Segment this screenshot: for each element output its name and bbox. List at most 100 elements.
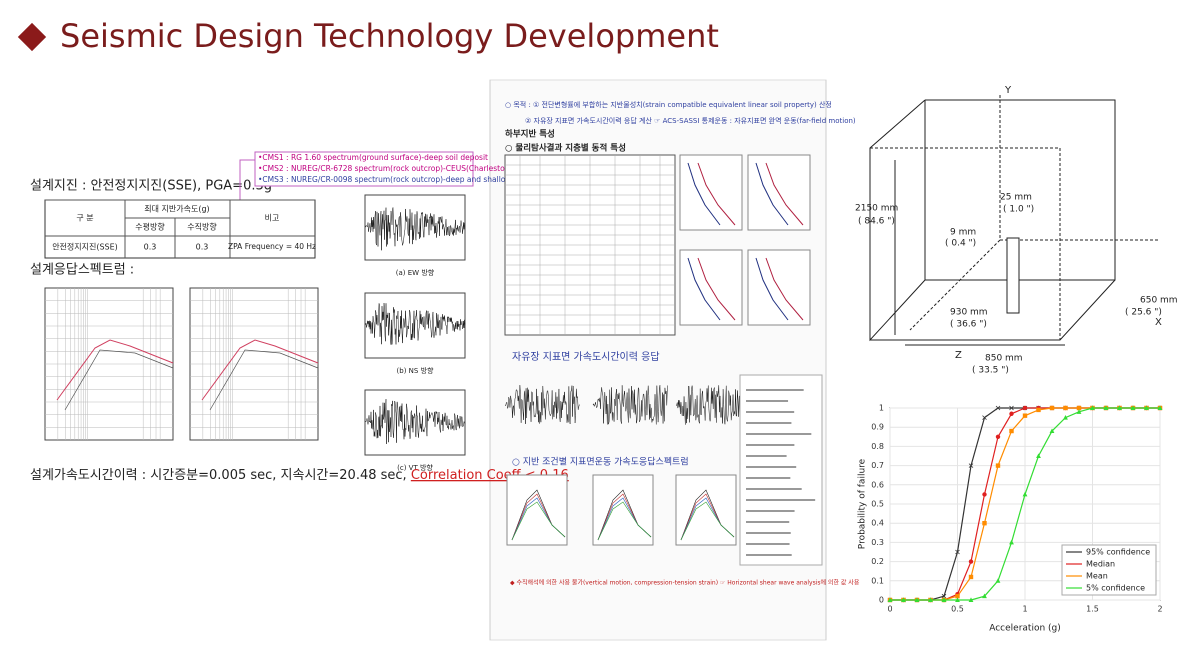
time-history [504, 385, 580, 425]
marker [955, 597, 960, 602]
text: ○ 목적 : ① 전단변형률에 부합하는 지반물성치(strain compat… [505, 100, 832, 109]
marker [1049, 405, 1055, 411]
spectrum-curve [201, 339, 319, 401]
text: 구 분 [76, 214, 93, 223]
marker [995, 434, 1001, 439]
spectrum-curve [56, 339, 174, 401]
marker [1022, 491, 1028, 497]
text: ( 0.4 ") [945, 239, 976, 249]
profile-curve [687, 257, 721, 321]
spectrum-curve [64, 349, 174, 411]
text: Y [1004, 85, 1012, 96]
seismogram-trace [364, 207, 466, 251]
cms-box [254, 151, 474, 187]
spectra-curve [511, 501, 566, 541]
marker [1009, 428, 1014, 434]
y-tick-label: 0.5 [871, 500, 884, 509]
spectrum-curve [209, 349, 319, 411]
time-history [675, 385, 751, 425]
spectra-plot [592, 474, 654, 546]
text: ( 36.6 ") [950, 320, 987, 330]
legend-label: Median [1086, 560, 1115, 569]
text: 930 mm [950, 308, 988, 318]
text: 자유장 지표면 가속도시간이력 응답 [512, 351, 660, 363]
profile-curve [765, 257, 804, 321]
spectra-plot [675, 474, 737, 546]
marker [995, 463, 1001, 468]
marker [1076, 405, 1082, 411]
marker [1063, 405, 1068, 411]
y-tick-label: 0.4 [871, 519, 884, 528]
text: 설계지진 : 안전정지지진(SSE), PGA=0.3g [30, 179, 272, 194]
x-tick-label: 1.5 [1086, 605, 1099, 614]
marker [1009, 411, 1014, 416]
text: 0.3 [144, 243, 157, 252]
text: 850 mm [985, 354, 1023, 364]
profile-curve [697, 162, 736, 226]
spectra-curve [597, 501, 652, 541]
text: ② 자유장 지표면 가속도시간이력 응답 계산 ☞ ACS-SASSI 통제운동… [525, 116, 856, 125]
y-tick-label: 0.3 [871, 538, 884, 547]
y-tick-label: 0.6 [871, 480, 884, 489]
text: ( 25.6 ") [1125, 308, 1162, 318]
marker [995, 578, 1001, 583]
marker [1036, 453, 1041, 458]
y-axis-label: Probability of failure [858, 458, 868, 549]
text: 9 mm [950, 228, 976, 238]
text: •CMS3 : NUREG/CR-0098 spectrum(rock outc… [258, 175, 531, 184]
y-tick-label: 0.1 [871, 576, 884, 585]
spectra-curve [680, 501, 735, 541]
marker [914, 597, 920, 602]
text: ( 33.5 ") [972, 366, 1009, 376]
legend-label: 95% confidence [1086, 548, 1150, 557]
time-history [592, 385, 668, 425]
text: Z [955, 350, 962, 361]
profile-plot [679, 154, 743, 231]
profile-curve [765, 162, 804, 226]
text: ( 1.0 ") [1003, 205, 1034, 215]
marker [968, 559, 974, 564]
text: •CMS1 : RG 1.60 spectrum(ground surface)… [258, 153, 488, 162]
marker [1036, 407, 1041, 413]
marker [941, 597, 947, 602]
profile-curve [697, 257, 736, 321]
text: 수평방향 [135, 222, 165, 232]
y-tick-label: 1 [879, 404, 884, 413]
marker [995, 405, 1001, 411]
y-tick-label: 0.2 [871, 557, 884, 566]
text: (c) VT 방향 [397, 463, 433, 472]
table-frame [44, 199, 316, 259]
x-tick-label: 1 [1022, 605, 1027, 614]
marker [1022, 405, 1028, 411]
text: 안전정지지진(SSE) [52, 242, 118, 252]
y-tick-label: 0 [879, 596, 884, 605]
text: 설계가속도시간이력 : 시간증분=0.005 sec, 지속시간=20.48 s… [30, 468, 569, 483]
text: X [1155, 317, 1162, 328]
text: •CMS2 : NUREG/CR-6728 spectrum(rock outc… [258, 164, 532, 173]
box-edge [869, 99, 926, 342]
text: 0.3 [196, 243, 209, 252]
text: 설계가속도시간이력 : 시간증분=0.005 sec, 지속시간=20.48 s… [30, 468, 411, 483]
marker [1130, 405, 1136, 410]
marker [1009, 405, 1014, 411]
profile-curve [687, 162, 721, 226]
title-bullet [17, 22, 47, 52]
text: ( 84.6 ") [858, 217, 895, 227]
text: ZPA Frequency = 40 Hz [228, 242, 316, 251]
marker [968, 463, 974, 468]
marker [982, 415, 987, 420]
text: 650 mm [1140, 296, 1178, 306]
marker [1049, 428, 1055, 434]
marker [941, 593, 947, 599]
marker [1076, 409, 1082, 414]
text: 설계응답스펙트럼 : [30, 263, 134, 278]
text: 2150 mm [855, 204, 898, 214]
legend-label: Mean [1086, 572, 1108, 581]
marker [1022, 413, 1028, 418]
text: 비고 [265, 214, 280, 223]
seismogram-trace [364, 302, 466, 345]
seismogram-trace [364, 399, 466, 444]
text: 최대 지반가속도(g) [144, 204, 209, 214]
